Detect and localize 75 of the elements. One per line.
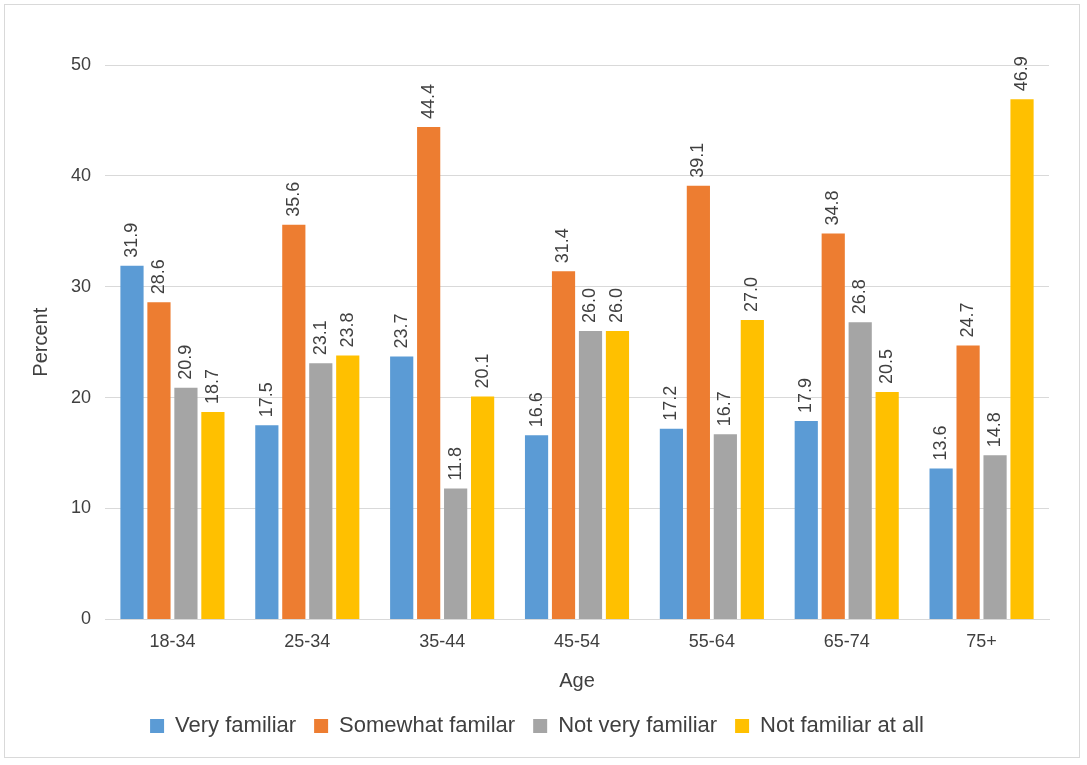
bar — [686, 185, 710, 619]
bar — [524, 435, 549, 619]
y-tick-label: 10 — [70, 497, 92, 518]
data-label: 31.4 — [552, 228, 573, 264]
bar — [956, 345, 980, 619]
bar — [282, 224, 306, 619]
bar — [471, 396, 495, 619]
data-label: 17.2 — [660, 385, 681, 421]
x-tick-label: 45-54 — [553, 631, 601, 652]
bar — [848, 322, 872, 619]
y-tick-label: 0 — [81, 608, 92, 629]
data-label: 46.9 — [1011, 56, 1031, 92]
bar — [875, 392, 899, 619]
data-label: 26.0 — [579, 288, 600, 324]
data-label: 20.9 — [174, 344, 195, 380]
x-tick-label: 18-34 — [149, 631, 196, 652]
data-label: 17.9 — [795, 377, 816, 413]
data-label: 24.7 — [957, 302, 978, 338]
data-label: 14.8 — [984, 412, 1005, 448]
x-tick-label: 35-44 — [419, 631, 466, 652]
bar — [821, 233, 845, 619]
data-label: 16.7 — [714, 391, 735, 427]
y-axis-title: Percent — [28, 307, 51, 377]
x-tick-label: 65-74 — [823, 631, 870, 652]
bar — [983, 455, 1007, 619]
y-tick-label: 30 — [70, 275, 92, 296]
bar — [174, 387, 198, 619]
legend-label: Somewhat familar — [339, 712, 516, 738]
x-tick-label: 75+ — [966, 631, 997, 652]
bar — [201, 412, 225, 619]
bar — [309, 363, 333, 619]
y-tick-label: 20 — [70, 386, 92, 407]
bar — [740, 320, 764, 619]
data-label: 34.8 — [822, 190, 843, 226]
data-label: 13.6 — [930, 425, 951, 461]
bar — [794, 420, 818, 619]
bar — [444, 488, 468, 619]
data-label: 18.7 — [201, 369, 222, 405]
bar — [578, 331, 603, 619]
bar — [255, 425, 279, 619]
data-label: 31.9 — [120, 222, 141, 258]
data-label: 27.0 — [741, 276, 762, 313]
y-tick-label: 40 — [70, 164, 92, 185]
data-label: 11.8 — [444, 446, 465, 481]
bar — [417, 127, 441, 619]
data-label: 23.1 — [309, 320, 330, 356]
bar — [929, 468, 953, 619]
bar — [659, 428, 684, 619]
bar — [120, 265, 144, 619]
legend-label: Not familiar at all — [760, 712, 924, 738]
bar — [713, 434, 737, 619]
data-label: 23.8 — [336, 312, 357, 348]
data-label: 20.5 — [876, 349, 897, 385]
legend-label: Very familiar — [175, 712, 297, 738]
x-tick-label: 25-34 — [284, 631, 331, 652]
data-label: 17.5 — [255, 382, 276, 418]
bar — [551, 271, 576, 619]
bar — [390, 356, 414, 619]
data-label: 44.4 — [417, 84, 438, 120]
bar — [605, 331, 630, 619]
data-label: 23.7 — [390, 313, 411, 349]
y-tick-label: 50 — [70, 53, 92, 74]
bar — [147, 302, 171, 619]
data-label: 16.6 — [525, 392, 546, 428]
data-label: 26.8 — [849, 279, 870, 315]
data-label: 39.1 — [687, 142, 708, 178]
bar — [336, 355, 360, 619]
data-label: 26.0 — [606, 288, 627, 324]
bar — [1010, 99, 1034, 619]
x-tick-label: 55-64 — [688, 631, 735, 652]
data-label: 20.1 — [471, 353, 492, 389]
data-label: 35.6 — [282, 181, 303, 217]
x-axis-title: Age — [559, 668, 595, 691]
legend-label: Not very familiar — [558, 712, 718, 738]
data-label: 28.6 — [147, 259, 168, 295]
